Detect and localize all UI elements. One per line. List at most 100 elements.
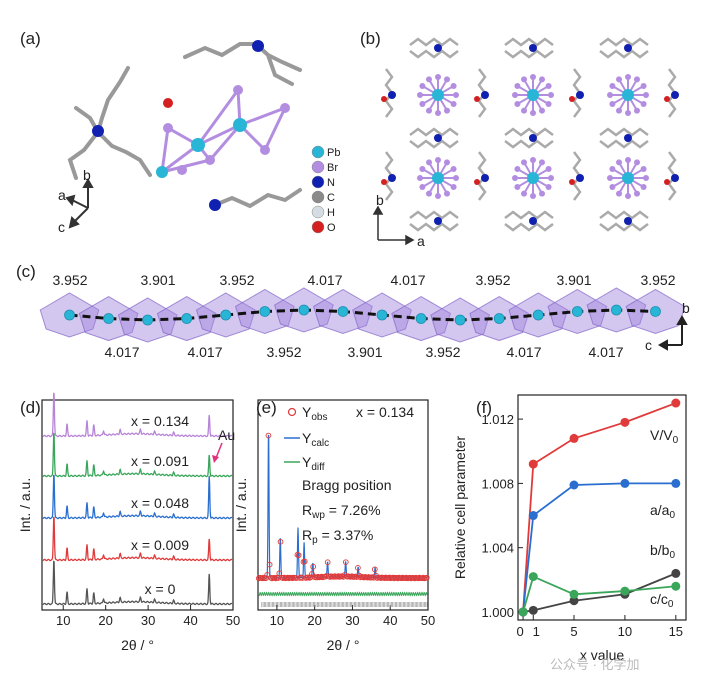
packing-n-atom [624, 44, 632, 52]
chain-pb-atom [650, 306, 661, 317]
packing-pb-atom [527, 89, 539, 101]
chain-pb-atom [571, 306, 583, 317]
obs-point [295, 552, 302, 559]
packing-br-atom [634, 107, 640, 114]
packing-br-atom [634, 76, 640, 83]
packing-organic [409, 127, 459, 149]
packing-br-atom [545, 166, 552, 172]
obs-point [342, 559, 349, 566]
packing-br-atom [426, 159, 432, 166]
distance-label-bottom: 4.017 [104, 344, 139, 360]
packing-organic [599, 210, 649, 232]
chain-pb-atom [415, 313, 427, 324]
packing-n-atom [529, 217, 537, 225]
packing-br-atom [435, 157, 441, 163]
packing-organic [504, 127, 554, 149]
legend-label-h: H [327, 207, 335, 219]
packing-br-atom [514, 83, 521, 89]
x-tick-label: 40 [183, 613, 197, 628]
panel-d-chart: 10 20 30 40 50 2θ / ° Int. / a.u. x = 0 x = 0.00… [17, 392, 240, 653]
y-tick-label-f: 1.012 [481, 412, 514, 427]
axis-label-b3: b [682, 300, 690, 316]
packing-br-atom [453, 175, 459, 181]
xrd-series-line [42, 560, 233, 606]
packing-br-atom [530, 157, 536, 163]
packing-n-atom [671, 174, 679, 182]
series-point-f [569, 589, 579, 599]
series-point-f [528, 511, 538, 521]
packing-br-atom [609, 83, 616, 89]
series-point-f [569, 596, 579, 606]
series-label-f: V/V0 [650, 427, 679, 446]
series-point-f [671, 398, 681, 408]
packing-o-atom [381, 179, 387, 185]
packing-o-atom [474, 96, 480, 102]
packing-br-atom [426, 107, 432, 114]
packing-br-atom [450, 184, 457, 190]
packing-br-atom [419, 83, 426, 89]
panel-b-packing [381, 37, 679, 232]
legend-label-n: N [327, 177, 335, 189]
distance-label-top: 3.952 [219, 272, 254, 288]
axis-label-c3: c [645, 337, 652, 353]
packing-pb-atom [432, 89, 444, 101]
packing-n-atom [624, 134, 632, 142]
series-point-f [528, 605, 538, 615]
legend-label-br: Br [327, 162, 338, 174]
packing-br-atom [521, 190, 527, 197]
chain-pb-atom [103, 313, 114, 324]
legend-label-pb: Pb [327, 147, 340, 159]
nitrogen-atom [92, 125, 104, 137]
panel-label-b: (b) [360, 29, 381, 48]
packing-br-atom [444, 76, 450, 83]
oxygen-atom [163, 98, 173, 108]
packing-br-atom [521, 107, 527, 114]
distance-label-top: 3.952 [475, 272, 510, 288]
x-tick-label-f: 10 [618, 624, 632, 639]
x-axis-title: 2θ / ° [121, 637, 154, 653]
series-label: x = 0.009 [131, 537, 189, 553]
legend-swatch-pb [311, 145, 325, 159]
x-tick-label: 30 [141, 613, 155, 628]
packing-br-atom [426, 76, 432, 83]
packing-br-atom [530, 193, 536, 199]
packing-br-atom [545, 184, 552, 190]
chain-pb-atom [454, 314, 466, 326]
axes-triad-a [65, 177, 94, 229]
panel-label-d: (d) [20, 398, 41, 417]
axis-label-a: a [58, 187, 66, 203]
packing-br-atom [435, 74, 441, 80]
packing-br-atom [607, 92, 613, 98]
packing-br-atom [609, 166, 616, 172]
packing-br-atom [444, 107, 450, 114]
packing-br-atom [521, 159, 527, 166]
panel-label-a: (a) [20, 29, 41, 48]
series-point-f [671, 581, 681, 591]
axis-label-b2: b [376, 192, 384, 208]
series-point-f [671, 478, 681, 488]
packing-n-atom [576, 91, 584, 99]
obs-point [324, 559, 331, 566]
distance-label-top: 3.901 [556, 272, 591, 288]
axes-arrows-b [372, 205, 415, 246]
chain-pb-atom [220, 309, 232, 321]
annotation-au: Au [218, 427, 235, 443]
packing-br-atom [444, 190, 450, 197]
x-axis-title-f: x value [580, 647, 625, 663]
series-point-f [671, 568, 681, 578]
axis-label-b: b [83, 167, 91, 183]
xrd-series-line [42, 432, 233, 478]
packing-pb-atom [527, 172, 539, 184]
packing-br-atom [521, 76, 527, 83]
series-label: x = 0.048 [131, 495, 189, 511]
obs-point [264, 572, 271, 578]
packing-br-atom [530, 110, 536, 116]
x-tick-label: 50 [421, 613, 435, 628]
packing-br-atom [539, 159, 545, 166]
obs-point [266, 561, 273, 568]
packing-pb-atom [622, 172, 634, 184]
packing-br-atom [514, 184, 521, 190]
series-label: x = 0.091 [131, 453, 189, 469]
distance-label-top: 3.952 [640, 272, 675, 288]
